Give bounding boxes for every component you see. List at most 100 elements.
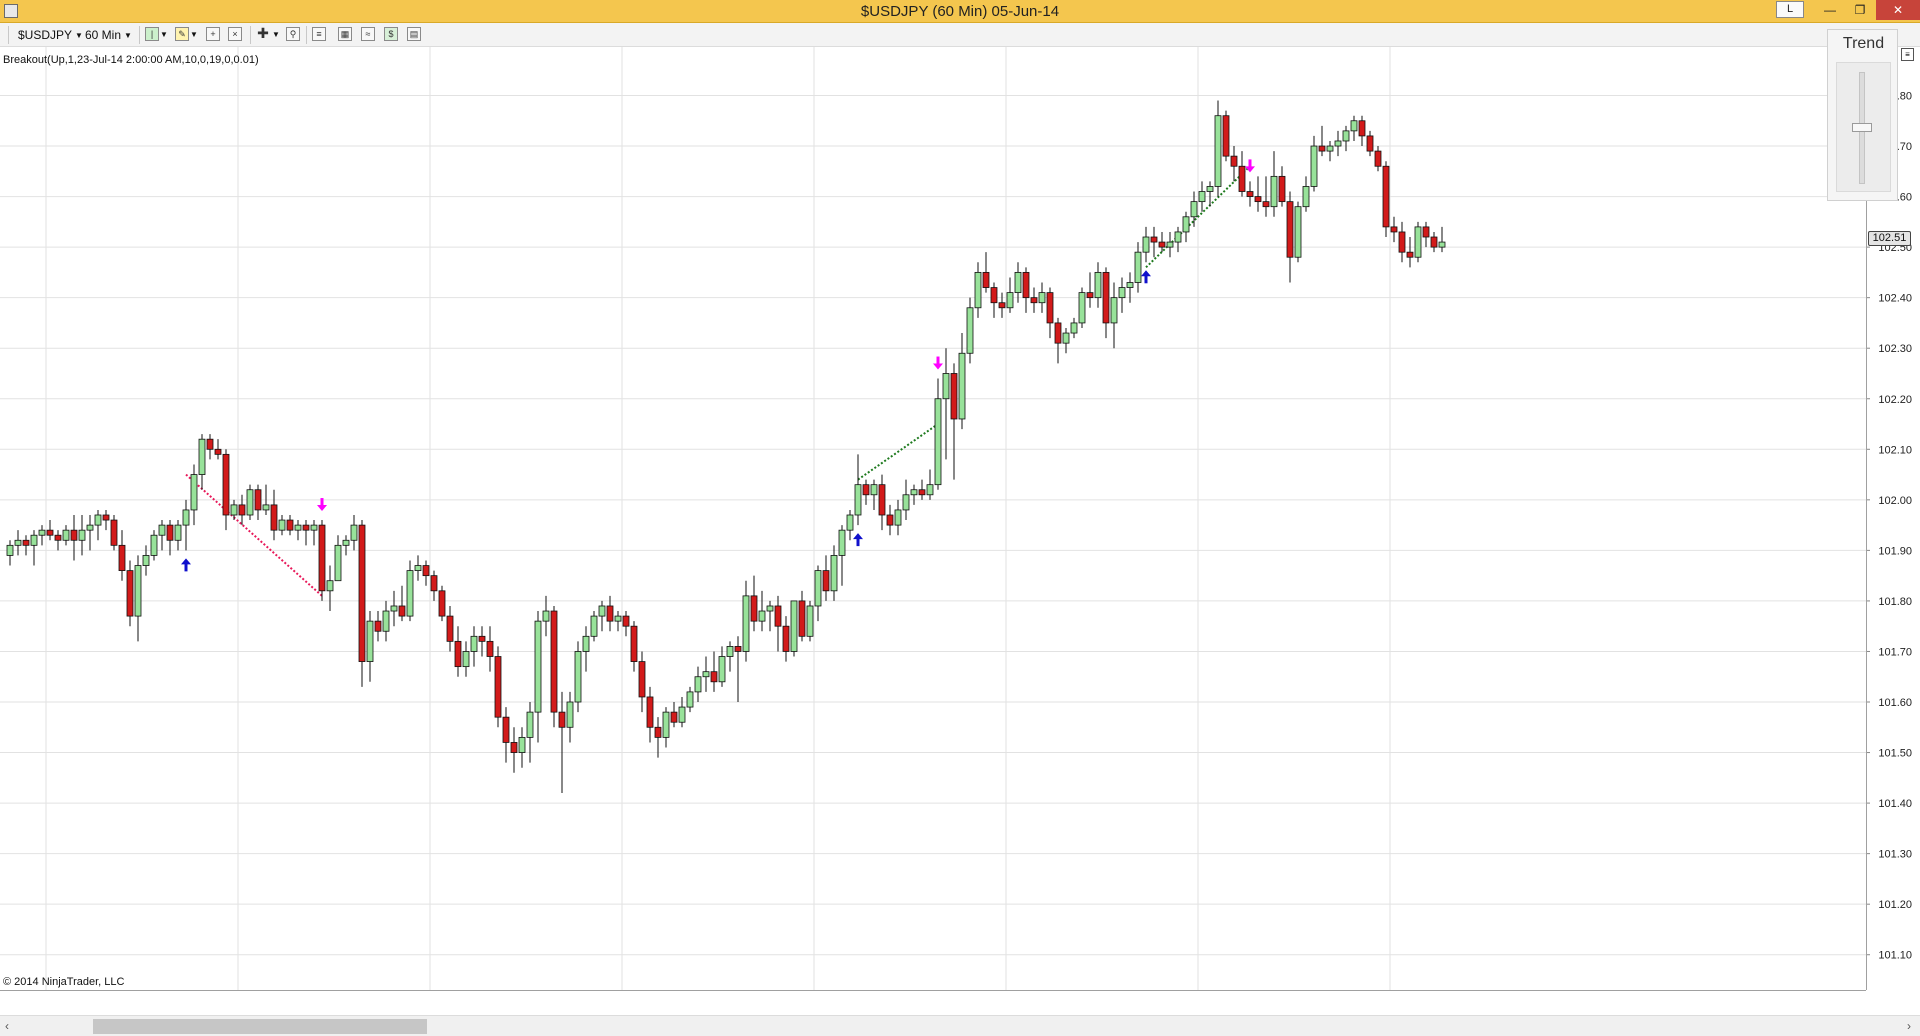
crosshair-icon[interactable]: ✚ bbox=[257, 25, 269, 41]
down-candle bbox=[22, 539, 30, 546]
down-candle bbox=[1046, 292, 1054, 324]
price-tick-label: 101.40 bbox=[1878, 798, 1912, 810]
down-candle bbox=[750, 595, 758, 622]
up-candle bbox=[1214, 115, 1222, 187]
chevron-down-icon[interactable]: ▼ bbox=[160, 30, 168, 39]
up-candle bbox=[190, 474, 198, 511]
erase-tool-icon[interactable]: × bbox=[228, 27, 242, 41]
down-candle bbox=[638, 661, 646, 698]
down-candle bbox=[734, 646, 742, 652]
up-candle bbox=[1110, 297, 1118, 324]
interval-selector[interactable]: 60 Min ▼ bbox=[85, 27, 132, 43]
up-candle bbox=[1438, 241, 1446, 248]
price-tick-label: 101.10 bbox=[1878, 950, 1912, 962]
down-candle bbox=[550, 610, 558, 713]
app-chart-icon[interactable] bbox=[4, 4, 18, 18]
up-candle bbox=[574, 651, 582, 703]
down-candle bbox=[1086, 292, 1094, 299]
up-candle bbox=[278, 519, 286, 531]
up-candle bbox=[366, 620, 374, 662]
trend-panel[interactable]: Trend bbox=[1827, 29, 1898, 201]
down-candle bbox=[710, 671, 718, 683]
up-candle bbox=[230, 504, 238, 516]
chevron-down-icon[interactable]: ▼ bbox=[190, 30, 198, 39]
layout-mode-button[interactable]: L bbox=[1776, 1, 1804, 18]
up-candle bbox=[1134, 251, 1142, 283]
up-candle bbox=[526, 711, 534, 738]
up-candle bbox=[350, 524, 358, 541]
trend-slider-thumb[interactable] bbox=[1852, 123, 1872, 132]
price-chart[interactable]: 101.10 101.20 101.30 101.40 101.50 101.60 101.… bbox=[0, 47, 1920, 990]
up-candle bbox=[1326, 145, 1334, 152]
up-candle bbox=[462, 651, 470, 668]
up-candle bbox=[470, 635, 478, 652]
up-candle bbox=[694, 676, 702, 693]
indicators-icon[interactable]: ≈ bbox=[361, 27, 375, 41]
up-candle bbox=[1414, 226, 1422, 258]
candlestick-style-icon[interactable]: | bbox=[145, 27, 159, 41]
down-candle bbox=[1230, 155, 1238, 167]
instrument-selector[interactable]: $USDJPY ▼ bbox=[18, 27, 83, 43]
up-candle bbox=[62, 529, 70, 541]
up-candle bbox=[390, 605, 398, 612]
up-candle bbox=[1294, 206, 1302, 258]
down-candle bbox=[950, 373, 958, 420]
up-candle bbox=[30, 534, 38, 546]
up-candle bbox=[1334, 140, 1342, 147]
sell-signal-arrow-icon bbox=[933, 356, 943, 370]
chevron-down-icon: ▼ bbox=[75, 31, 83, 40]
down-candle bbox=[886, 514, 894, 526]
horizontal-scrollbar[interactable]: ‹ › bbox=[0, 1015, 1920, 1036]
minimize-icon[interactable]: — bbox=[1824, 3, 1836, 17]
instrument-label: $USDJPY bbox=[18, 28, 73, 42]
zoom-icon[interactable]: ⚲ bbox=[286, 27, 300, 41]
up-candle bbox=[566, 701, 574, 728]
up-candle bbox=[326, 580, 334, 592]
up-candle bbox=[342, 539, 350, 546]
up-candle bbox=[926, 484, 934, 496]
buy-signal-arrow-icon bbox=[853, 533, 863, 547]
chart-trader-icon[interactable]: ▤ bbox=[407, 27, 421, 41]
down-candle bbox=[1430, 236, 1438, 248]
up-candle bbox=[1182, 216, 1190, 233]
up-candle bbox=[142, 555, 150, 566]
up-candle bbox=[678, 706, 686, 723]
buy-signal-arrow-icon bbox=[181, 558, 191, 572]
close-icon[interactable]: ✕ bbox=[1876, 0, 1920, 20]
down-candle bbox=[1022, 271, 1030, 299]
up-candle bbox=[158, 524, 166, 536]
scroll-left-icon[interactable]: ‹ bbox=[5, 1019, 9, 1033]
sell-signal-arrow-icon bbox=[317, 498, 327, 512]
trend-panel-title: Trend bbox=[1842, 35, 1885, 52]
down-candle bbox=[558, 711, 566, 728]
down-candle bbox=[622, 615, 630, 627]
down-candle bbox=[918, 489, 926, 496]
up-candle bbox=[198, 438, 206, 475]
down-candle bbox=[102, 514, 110, 521]
breakout-trend-line bbox=[185, 473, 323, 597]
chevron-down-icon[interactable]: ▼ bbox=[272, 30, 280, 39]
up-candle bbox=[150, 534, 158, 556]
down-candle bbox=[166, 524, 174, 541]
draw-tool-icon[interactable]: + bbox=[206, 27, 220, 41]
down-candle bbox=[774, 605, 782, 627]
up-candle bbox=[14, 539, 22, 546]
up-candle bbox=[334, 544, 342, 582]
down-candle bbox=[70, 529, 78, 541]
restore-icon[interactable]: ❐ bbox=[1854, 3, 1866, 17]
data-box-icon[interactable]: ▦ bbox=[338, 27, 352, 41]
up-candle bbox=[726, 646, 734, 657]
down-candle bbox=[630, 625, 638, 662]
scroll-right-icon[interactable]: › bbox=[1907, 1019, 1911, 1033]
down-candle bbox=[46, 529, 54, 536]
strategies-icon[interactable]: $ bbox=[384, 27, 398, 41]
properties-icon[interactable]: ≡ bbox=[312, 27, 326, 41]
drawing-pencil-icon[interactable]: ✎ bbox=[175, 27, 189, 41]
down-candle bbox=[654, 726, 662, 738]
price-tick-label: 102.30 bbox=[1878, 343, 1912, 355]
chart-trader-toggle-icon[interactable]: ≡ bbox=[1901, 48, 1914, 61]
scrollbar-thumb[interactable] bbox=[93, 1019, 427, 1034]
price-tick-label: 101.80 bbox=[1878, 596, 1912, 608]
up-candle bbox=[942, 373, 950, 400]
down-candle bbox=[494, 656, 502, 718]
